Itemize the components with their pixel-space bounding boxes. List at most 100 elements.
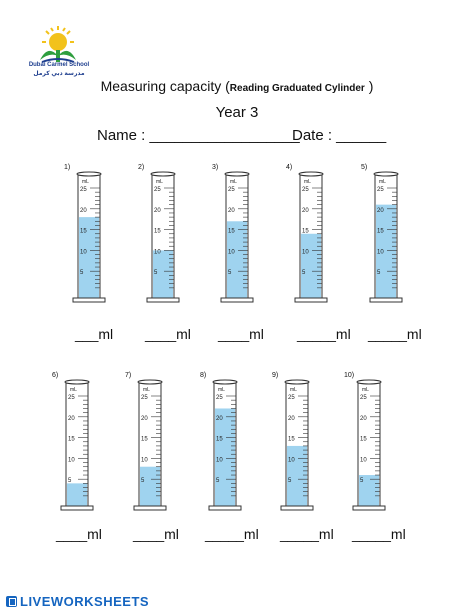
question-number: 1) [64, 164, 71, 171]
answer-field[interactable]: _____ml [368, 326, 422, 342]
sun-icon [42, 26, 74, 51]
question-number: 4) [286, 164, 293, 171]
scale-label: 15 [68, 437, 75, 443]
cylinder-base [280, 505, 314, 511]
water-level [359, 475, 379, 506]
water-level [376, 204, 396, 298]
unit-label: mL [304, 179, 311, 185]
scale-label: 25 [68, 395, 75, 401]
water-level [287, 445, 307, 506]
question-number: 3) [212, 164, 219, 171]
unit-label: mL [362, 387, 369, 393]
answer-field[interactable]: ____ml [133, 526, 179, 542]
water-level [301, 233, 321, 298]
unit-label: mL [156, 179, 163, 185]
cylinder-rim [373, 171, 399, 177]
cylinder-base [146, 297, 180, 303]
water-level [140, 466, 160, 506]
cylinder-rim [212, 379, 238, 385]
scale-label: 10 [360, 457, 367, 463]
graduated-cylinder: 5 10 15 20 25 mL [280, 379, 314, 511]
water-level [215, 408, 235, 506]
question-number: 8) [200, 372, 207, 379]
cylinder-base [133, 505, 167, 511]
graduated-cylinder: 5 10 15 20 25 mL [72, 171, 106, 303]
scale-label: 10 [141, 457, 148, 463]
scale-label: 5 [141, 478, 145, 484]
cylinder-base [369, 297, 403, 303]
scale-label: 20 [141, 416, 148, 422]
footer-brand: LIVEWORKSHEETS [20, 594, 150, 609]
scale-label: 10 [302, 249, 309, 255]
scale-label: 20 [360, 416, 367, 422]
scale-label: 5 [360, 478, 364, 484]
liveworksheets-logo-icon [6, 596, 17, 607]
cylinder-base [208, 505, 242, 511]
answer-field[interactable]: _____ml [280, 526, 334, 542]
cylinder-base [60, 505, 94, 511]
question-number: 10) [344, 372, 355, 379]
graduated-cylinder: 5 10 15 20 25 mL [60, 379, 94, 511]
footer [0, 590, 474, 611]
water-level [227, 221, 247, 298]
unit-label: mL [218, 387, 225, 393]
graduated-cylinder: 5 10 15 20 25 mL [208, 379, 242, 511]
answer-field[interactable]: ____ml [218, 326, 264, 342]
question-number: 6) [52, 372, 59, 379]
unit-label: mL [82, 179, 89, 185]
question-number: 5) [361, 164, 368, 171]
scale-label: 15 [302, 229, 309, 235]
answer-field[interactable]: ____ml [56, 526, 102, 542]
unit-label: mL [230, 179, 237, 185]
scale-label: 25 [141, 395, 148, 401]
cylinder-base [72, 297, 106, 303]
water-level [67, 483, 87, 506]
school-name-en: Dubai Carmel School [28, 62, 90, 68]
scale-label: 10 [80, 249, 87, 255]
scale-label: 20 [302, 208, 309, 214]
page-title: Measuring capacity (Reading Graduated Cy… [0, 78, 474, 94]
answer-field[interactable]: _____ml [352, 526, 406, 542]
scale-label: 25 [302, 187, 309, 193]
question-number: 7) [125, 372, 132, 379]
scale-label: 15 [288, 437, 295, 443]
answer-field[interactable]: ___ml [75, 326, 114, 342]
scale-label: 20 [288, 416, 295, 422]
graduated-cylinder: 5 10 15 20 25 mL [352, 379, 386, 511]
scale-label: 10 [68, 457, 75, 463]
answer-field[interactable]: _____ml [297, 326, 351, 342]
graduated-cylinder: 5 10 15 20 25 mL [146, 171, 180, 303]
scale-label: 15 [216, 437, 223, 443]
answer-field[interactable]: ____ml [145, 326, 191, 342]
scale-label: 25 [377, 187, 384, 193]
graduated-cylinder: 5 10 15 20 25 mL [133, 379, 167, 511]
date-field[interactable]: Date : ______ [292, 127, 387, 144]
school-logo [40, 26, 76, 63]
question-number: 9) [272, 372, 279, 379]
scale-label: 10 [377, 249, 384, 255]
name-field[interactable]: Name : __________________ [97, 127, 300, 144]
unit-label: mL [379, 179, 386, 185]
water-level [79, 217, 99, 298]
scale-label: 5 [228, 270, 232, 276]
scale-label: 25 [154, 187, 161, 193]
scale-label: 5 [68, 478, 72, 484]
cylinder-rim [284, 379, 310, 385]
scale-label: 5 [154, 270, 158, 276]
scale-label: 25 [360, 395, 367, 401]
graduated-cylinder: 5 10 15 20 25 mL [369, 171, 403, 303]
scale-label: 25 [288, 395, 295, 401]
cylinder-rim [298, 171, 324, 177]
scale-label: 25 [228, 187, 235, 193]
scale-label: 25 [80, 187, 87, 193]
scale-label: 15 [377, 229, 384, 235]
cylinder-rim [137, 379, 163, 385]
unit-label: mL [70, 387, 77, 393]
scale-label: 15 [228, 229, 235, 235]
scale-label: 20 [216, 416, 223, 422]
scale-label: 15 [80, 229, 87, 235]
answer-field[interactable]: _____ml [205, 526, 259, 542]
scale-label: 5 [377, 270, 381, 276]
scale-label: 10 [154, 249, 161, 255]
scale-label: 15 [360, 437, 367, 443]
